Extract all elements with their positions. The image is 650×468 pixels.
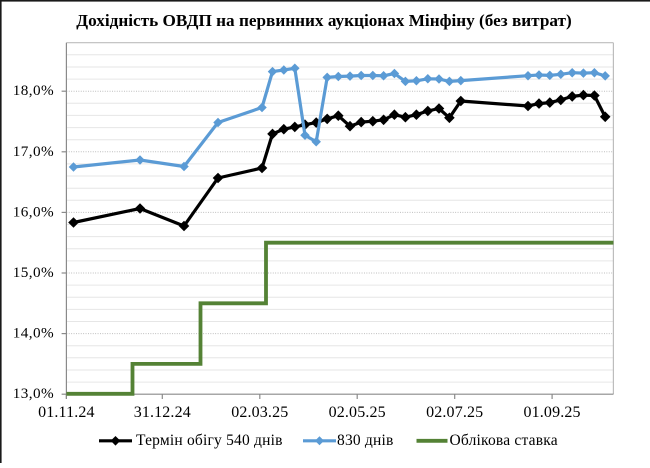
svg-text:15,0%: 15,0% <box>13 264 54 281</box>
svg-text:18,0%: 18,0% <box>13 82 54 99</box>
svg-text:17,0%: 17,0% <box>13 143 54 160</box>
svg-text:02.03.25: 02.03.25 <box>231 404 288 421</box>
svg-text:13,0%: 13,0% <box>13 385 54 402</box>
svg-text:31.12.24: 31.12.24 <box>134 404 191 421</box>
svg-text:Облікова ставка: Облікова ставка <box>450 432 558 449</box>
svg-text:830 днів: 830 днів <box>337 432 394 449</box>
svg-text:01.11.24: 01.11.24 <box>38 404 95 421</box>
svg-text:Термін обігу 540 днів: Термін обігу 540 днів <box>136 432 283 449</box>
svg-text:02.05.25: 02.05.25 <box>329 404 386 421</box>
svg-text:02.07.25: 02.07.25 <box>426 404 483 421</box>
svg-text:01.09.25: 01.09.25 <box>523 404 580 421</box>
svg-text:14,0%: 14,0% <box>13 325 54 342</box>
svg-text:16,0%: 16,0% <box>13 203 54 220</box>
svg-text:Дохідність ОВДП на первинних а: Дохідність ОВДП на первинних аукціонах М… <box>76 11 571 30</box>
